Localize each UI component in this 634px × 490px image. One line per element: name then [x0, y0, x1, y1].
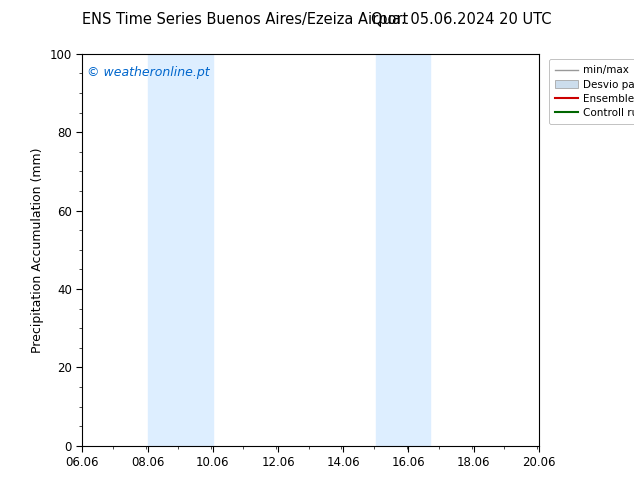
Y-axis label: Precipitation Accumulation (mm): Precipitation Accumulation (mm): [31, 147, 44, 353]
Legend: min/max, Desvio padr tilde;o, Ensemble mean run, Controll run: min/max, Desvio padr tilde;o, Ensemble m…: [548, 59, 634, 124]
Text: Qua. 05.06.2024 20 UTC: Qua. 05.06.2024 20 UTC: [371, 12, 552, 27]
Bar: [376, 54, 430, 446]
Text: © weatheronline.pt: © weatheronline.pt: [87, 66, 210, 79]
Bar: [148, 54, 213, 446]
Text: ENS Time Series Buenos Aires/Ezeiza Airport: ENS Time Series Buenos Aires/Ezeiza Airp…: [82, 12, 409, 27]
